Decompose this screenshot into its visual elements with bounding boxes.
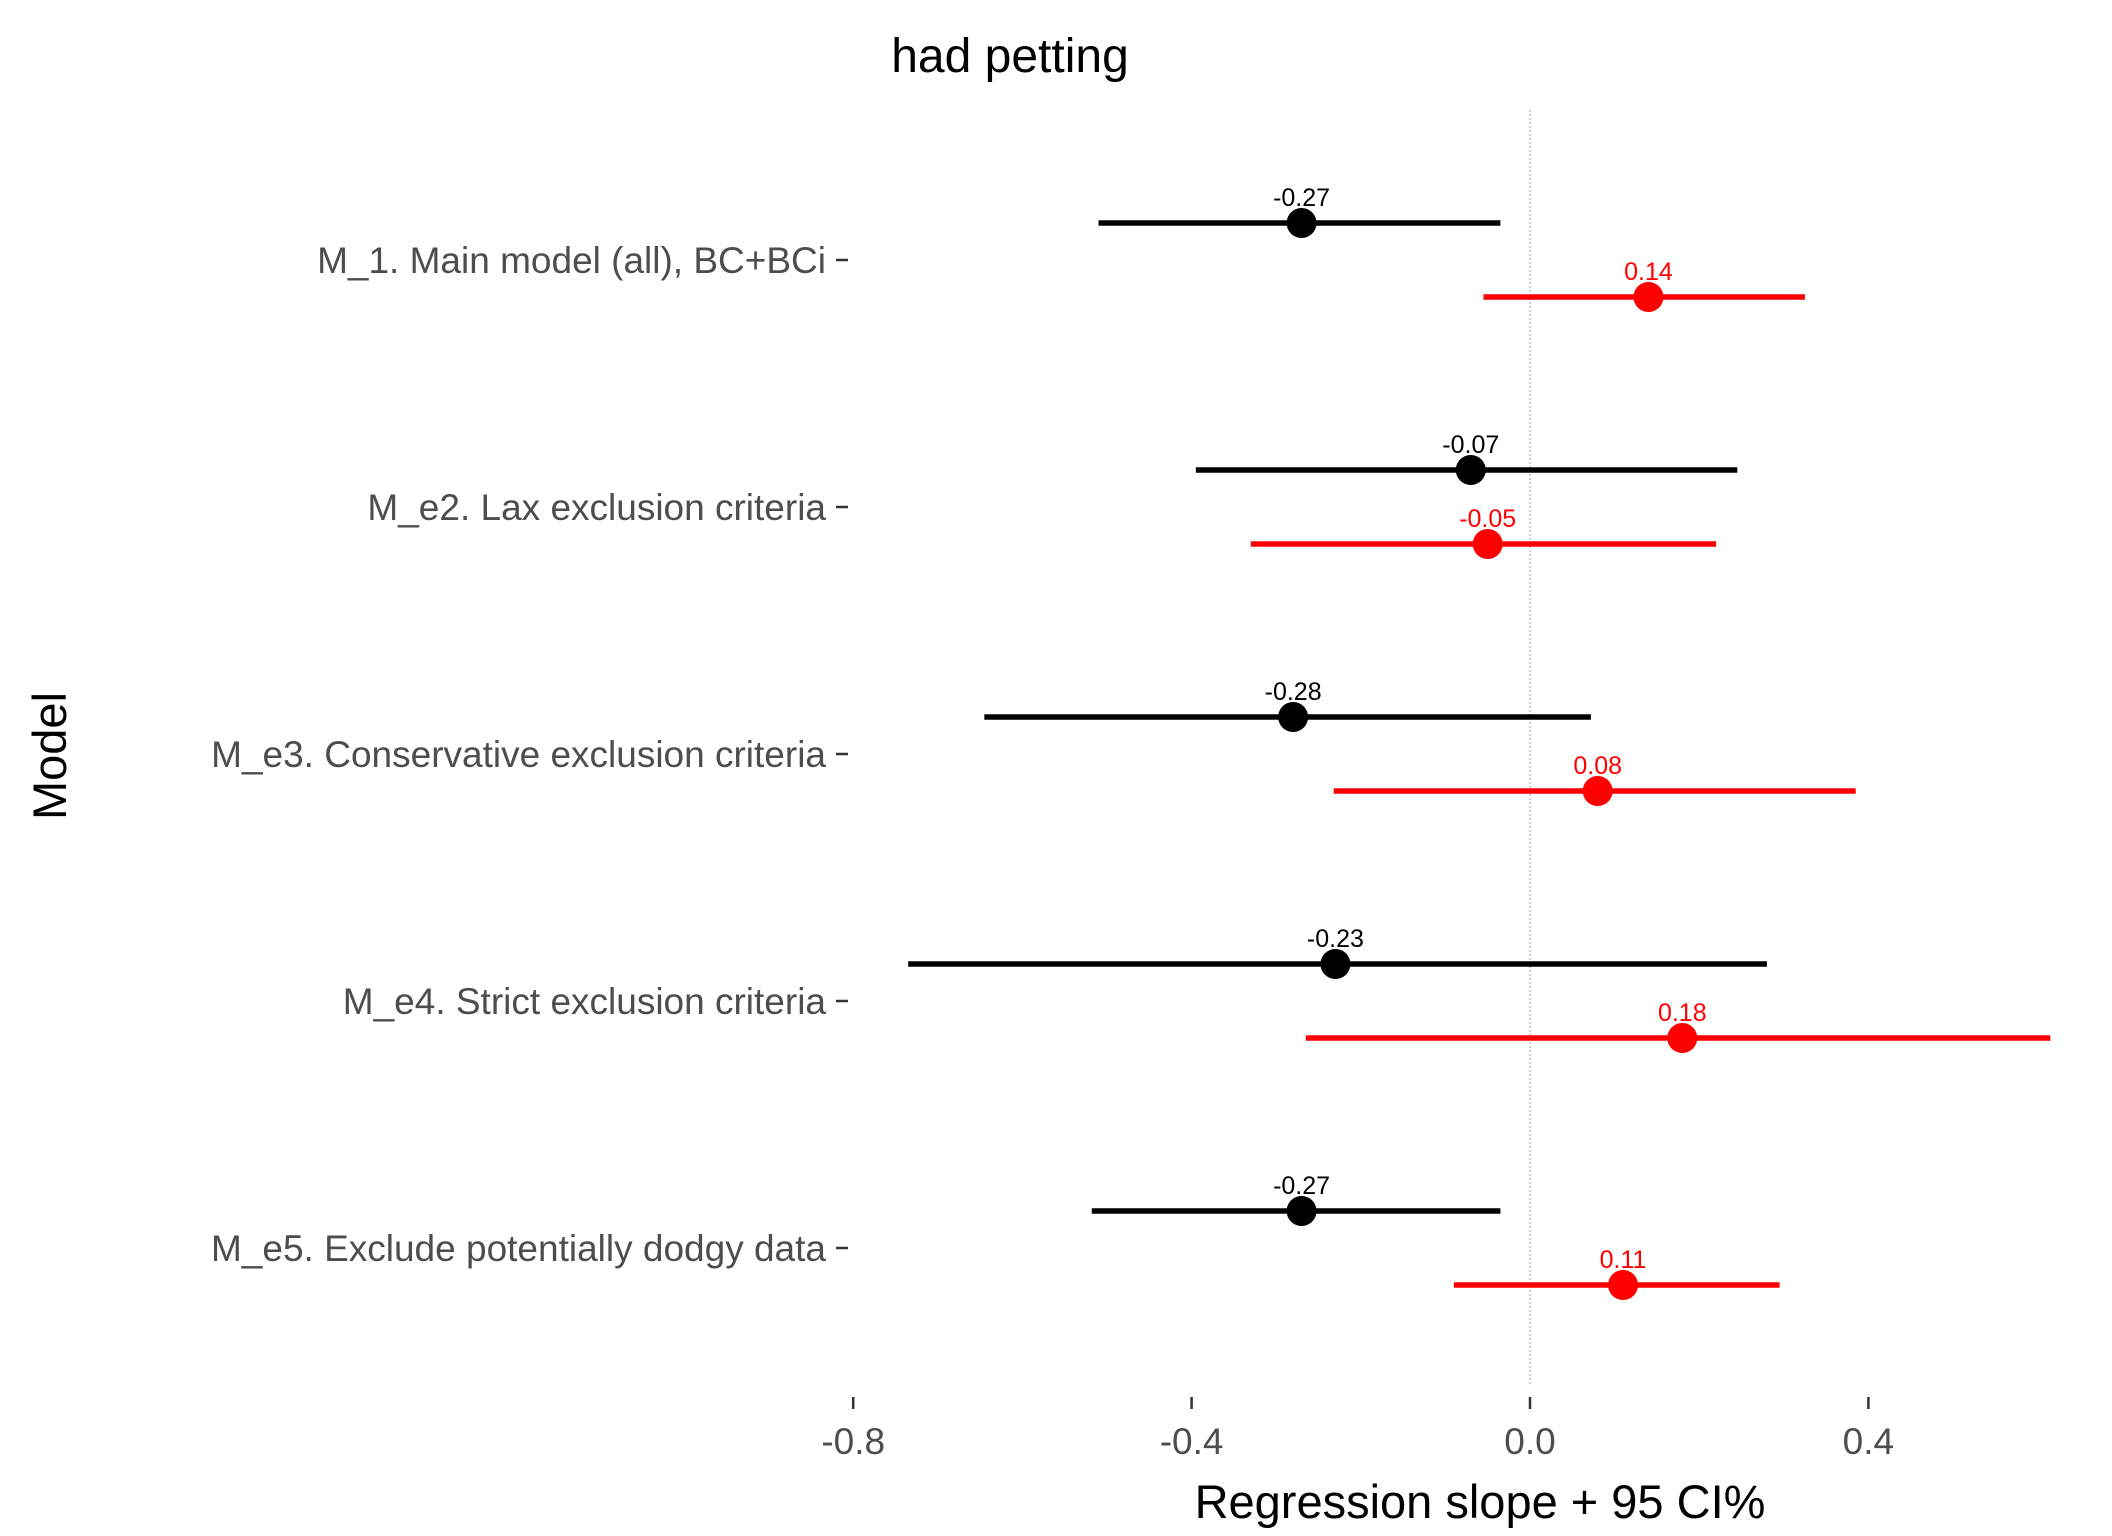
plot-area: -0.8 -0.4 0.0 0.4 M_1. Main model (all), BC+… [211, 110, 2051, 1462]
black-estimate-point [1278, 702, 1309, 732]
red-estimate-label: 0.08 [1573, 752, 1622, 780]
red-estimate-label: 0.18 [1658, 999, 1707, 1027]
red-estimate-point [1667, 1023, 1698, 1053]
x-axis-title: Regression slope + 95 CI% [1195, 1475, 1766, 1528]
red-estimate-point [1633, 282, 1664, 312]
y-tick-label: M_e5. Exclude potentially dodgy data [211, 1228, 826, 1269]
chart-title: had petting [891, 30, 1129, 83]
black-estimate-label: -0.07 [1442, 431, 1499, 459]
y-tick-label: M_e3. Conservative exclusion criteria [211, 734, 826, 775]
x-tick-label: -0.8 [821, 1421, 885, 1462]
black-estimate-point [1320, 949, 1351, 979]
y-axis-title: Model [23, 692, 76, 820]
red-estimate-point [1608, 1270, 1639, 1300]
y-tick-label: M_e4. Strict exclusion criteria [343, 981, 827, 1022]
black-estimate-point [1286, 208, 1317, 238]
y-tick-label: M_1. Main model (all), BC+BCi [317, 240, 826, 281]
black-estimate-point [1286, 1196, 1317, 1226]
red-estimate-label: -0.05 [1459, 505, 1516, 533]
black-estimate-label: -0.27 [1273, 184, 1330, 212]
black-estimate-label: -0.28 [1265, 678, 1322, 706]
x-tick-label: 0.4 [1843, 1421, 1894, 1462]
black-estimate-point [1455, 455, 1486, 485]
black-estimate-label: -0.23 [1307, 925, 1364, 953]
x-tick-label: -0.4 [1160, 1421, 1224, 1462]
red-estimate-label: 0.14 [1624, 258, 1673, 286]
x-tick-label: 0.0 [1504, 1421, 1555, 1462]
y-tick-label: M_e2. Lax exclusion criteria [367, 487, 826, 528]
red-estimate-label: 0.11 [1600, 1246, 1647, 1274]
black-estimate-label: -0.27 [1273, 1172, 1330, 1200]
red-estimate-point [1582, 776, 1613, 806]
red-estimate-point [1472, 529, 1503, 559]
